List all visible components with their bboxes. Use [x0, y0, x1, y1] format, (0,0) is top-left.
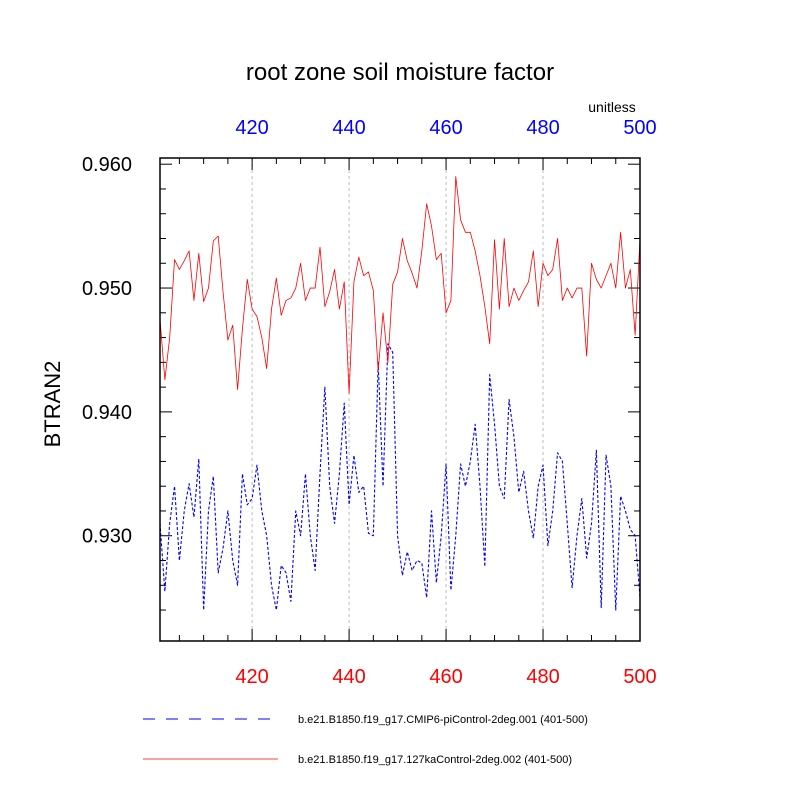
legend-label-piControl: b.e21.B1850.f19_g17.CMIP6-piControl-2deg…: [298, 714, 588, 726]
x-tick-label-bottom: 420: [235, 666, 268, 688]
series-line-piControl: [159, 343, 641, 611]
x-tick-label-bottom: 500: [623, 666, 656, 688]
x-ticks: 420 420 440 440 460 460 480 480 500 500: [178, 117, 657, 688]
y-tick-label: 0.950: [82, 278, 132, 300]
x-tick-label-top: 440: [332, 117, 365, 139]
y-tick-label: 0.960: [82, 154, 132, 176]
x-tick-label-top: 480: [526, 117, 559, 139]
series-layer: [159, 176, 641, 611]
x-tick-label-bottom: 440: [332, 666, 365, 688]
plot-frame: [159, 157, 641, 642]
y-ticks: 0.930 0.940 0.950 0.960: [82, 154, 640, 611]
y-tick-label: 0.940: [82, 402, 132, 424]
x-tick-label-bottom: 480: [526, 666, 559, 688]
x-tick-label-bottom: 460: [429, 666, 462, 688]
x-tick-label-top: 460: [429, 117, 462, 139]
y-tick-label: 0.930: [82, 526, 132, 548]
y-axis-label: BTRAN2: [40, 361, 65, 448]
legend-label-127ka: b.e21.B1850.f19_g17.127kaControl-2deg.00…: [298, 754, 572, 766]
x-tick-label-top: 420: [235, 117, 268, 139]
x-tick-label-top: 500: [623, 117, 656, 139]
grid-lines: [251, 158, 544, 641]
legend: b.e21.B1850.f19_g17.CMIP6-piControl-2deg…: [143, 714, 588, 766]
chart-title: root zone soil moisture factor: [246, 59, 554, 86]
units-label: unitless: [588, 99, 635, 115]
series-line-127ka: [159, 176, 641, 394]
